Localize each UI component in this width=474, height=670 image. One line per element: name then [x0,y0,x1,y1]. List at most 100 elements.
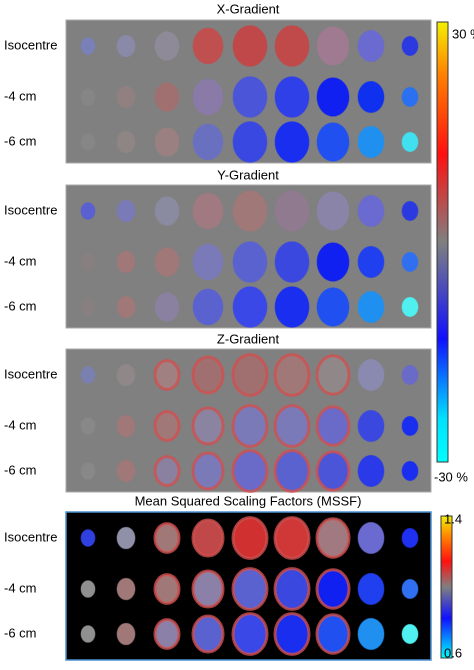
row-label: Isocentre [4,529,57,544]
slice-image [80,37,96,55]
slice-image [232,76,268,118]
slice-image [357,409,385,443]
slice-image [232,25,268,67]
slice-image [401,460,419,482]
slice-image [231,516,269,560]
slice-image [154,31,180,61]
slice-image [116,250,136,274]
slice-image [315,450,351,492]
slice-image [80,133,96,151]
colorbar [440,515,453,659]
slice-image [80,417,96,435]
slice-image [357,572,385,606]
row-label: -4 cm [4,417,37,432]
slice-image [273,449,311,493]
slice-image [116,34,136,58]
row-label: -4 cm [4,580,37,595]
row-label: -6 cm [4,625,37,640]
slice-image [274,121,310,163]
panel-title: Y-Gradient [217,167,279,182]
slice-image [116,414,136,438]
slice-image [80,298,96,316]
slice-image [357,617,385,651]
slice-image [116,295,136,319]
slice-image [357,194,385,228]
slice-image [154,196,180,226]
slice-image [154,292,180,322]
slice-image [153,522,181,554]
slice-image [153,573,181,605]
colorbar-min: -30 % [434,469,468,484]
slice-image [153,410,181,442]
slice-image [401,251,419,273]
slice-image [273,516,311,560]
slice-image [357,29,385,63]
slice-image [401,527,419,549]
slice-image [316,26,350,66]
slice-image [357,358,385,392]
slice-image [315,354,351,396]
slice-image [80,580,96,598]
slice-image [232,286,268,328]
slice-image [316,242,350,282]
row-label: -4 cm [4,88,37,103]
slice-image [192,243,224,281]
slice-image [231,353,269,397]
row-label: Isocentre [4,202,57,217]
slice-image [315,613,351,655]
slice-image [401,296,419,318]
slice-image [401,415,419,437]
slice-image [401,364,419,386]
slice-image [401,578,419,600]
slice-image [192,288,224,326]
slice-image [116,199,136,223]
slice-image [80,625,96,643]
slice-image [401,200,419,222]
slice-image [401,131,419,153]
slice-image [316,122,350,162]
slice-image [192,27,224,65]
slice-image [315,517,351,559]
slice-image [231,449,269,493]
panel-title: X-Gradient [217,1,280,16]
slice-image [274,190,310,232]
slice-image [116,622,136,646]
slice-image [80,253,96,271]
slice-image [274,286,310,328]
slice-image [116,526,136,550]
slice-image [231,404,269,448]
slice-image [273,612,311,656]
slice-image [232,241,268,283]
slice-image [154,127,180,157]
slice-image [116,130,136,154]
panel-title: Z-Gradient [217,331,280,346]
slice-image [191,614,225,654]
slice-image [80,462,96,480]
slice-image [192,192,224,230]
slice-image [401,623,419,645]
row-label: -6 cm [4,133,37,148]
panel-title: Mean Squared Scaling Factors (MSSF) [135,493,362,508]
slice-image [316,287,350,327]
slice-image [191,569,225,609]
slice-image [191,406,225,446]
slice-image [153,455,181,487]
slice-image [80,366,96,384]
slice-image [192,78,224,116]
slice-image [273,353,311,397]
slice-image [191,355,225,395]
colorbar-max: 1.4 [444,511,462,526]
slice-image [357,245,385,279]
slice-image [315,568,351,610]
row-label: -6 cm [4,298,37,313]
slice-image [116,85,136,109]
row-label: Isocentre [4,366,57,381]
slice-image [153,618,181,650]
slice-image [357,454,385,488]
slice-image [80,529,96,547]
slice-image [273,404,311,448]
slice-image [357,290,385,324]
slice-image [80,88,96,106]
slice-image [316,191,350,231]
